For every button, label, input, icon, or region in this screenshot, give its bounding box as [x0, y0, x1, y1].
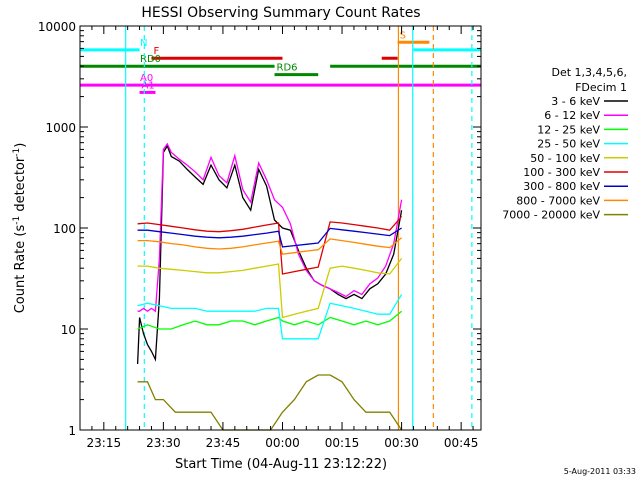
- flag-label-n: N: [140, 38, 147, 49]
- legend-item-label-1: 6 - 12 keV: [544, 109, 600, 122]
- y-tick-label-0: 1: [68, 424, 76, 438]
- x-axis: 23:15 23:45 00:00 00:15 00:30 00:45 23:30: [87, 26, 479, 450]
- series-line-7: [137, 237, 403, 255]
- series-line-1: [137, 142, 403, 313]
- chart-title: HESSI Observing Summary Count Rates: [141, 5, 420, 21]
- series-layer: [136, 142, 403, 431]
- x-tick-label-4: 00:30: [384, 436, 419, 450]
- y-tick-label-4: 10000: [38, 20, 76, 34]
- x-tick-label-3: 00:15: [325, 436, 360, 450]
- y-tick-label-2: 100: [53, 222, 76, 236]
- legend-header-fdecim: FDecim 1: [575, 81, 627, 94]
- flag-label-a0: A0: [140, 73, 153, 84]
- x-tick-label-6: 23:30: [146, 436, 181, 450]
- series-line-6: [137, 227, 402, 248]
- y-axis-label-main: Count Rate (s: [13, 225, 28, 314]
- series-line-2: [137, 310, 403, 330]
- series-line-4: [137, 258, 403, 319]
- y-tick-label-3: 1000: [45, 121, 76, 135]
- legend-item-label-7: 800 - 7000 keV: [516, 194, 600, 207]
- series-line-8: [137, 374, 403, 431]
- y-axis-label: Count Rate (s-1 detector-1): [12, 143, 28, 314]
- y-axis-label-mid: detector: [13, 156, 28, 216]
- x-tick-label-2: 00:00: [265, 436, 300, 450]
- plot-frame: [79, 25, 482, 431]
- series-line-0: [136, 144, 403, 365]
- legend-item-label-8: 7000 - 20000 keV: [502, 209, 600, 222]
- y-axis-label-sup1: -1: [12, 216, 22, 225]
- x-tick-label-0: 23:15: [87, 436, 122, 450]
- legend-item-label-5: 100 - 300 keV: [523, 166, 600, 179]
- x-tick-label-1: 23:45: [206, 436, 241, 450]
- series-line-5: [137, 216, 403, 275]
- legend-item-label-2: 12 - 25 keV: [537, 123, 600, 136]
- x-axis-label: Start Time (04-Aug-11 23:12:22): [175, 457, 387, 472]
- flag-label-a1: A1: [142, 80, 155, 91]
- y-axis: 1 10 100 1000 10000: [38, 20, 481, 438]
- legend-header-detectors: Det 1,3,4,5,6,: [551, 66, 627, 79]
- legend-item-label-3: 25 - 50 keV: [537, 138, 600, 151]
- flag-label-rd0: RD0: [140, 54, 161, 65]
- series-line-3: [137, 294, 403, 340]
- legend-item-label-4: 50 - 100 keV: [530, 152, 600, 165]
- y-axis-label-end: ): [13, 143, 28, 148]
- x-tick-label-5: 00:45: [444, 436, 479, 450]
- legend-item-label-0: 3 - 6 keV: [551, 95, 600, 108]
- y-tick-label-1: 10: [61, 323, 76, 337]
- footer-timestamp: 5-Aug-2011 03:33: [564, 467, 636, 476]
- legend-item-label-6: 300 - 800 keV: [523, 180, 600, 193]
- vlines-layer: [125, 26, 473, 430]
- flag-label-s: S: [400, 30, 406, 41]
- flag-label-rd6: RD6: [277, 63, 298, 74]
- y-axis-label-sup2: -1: [12, 148, 22, 157]
- flag-label-f: F: [153, 46, 159, 57]
